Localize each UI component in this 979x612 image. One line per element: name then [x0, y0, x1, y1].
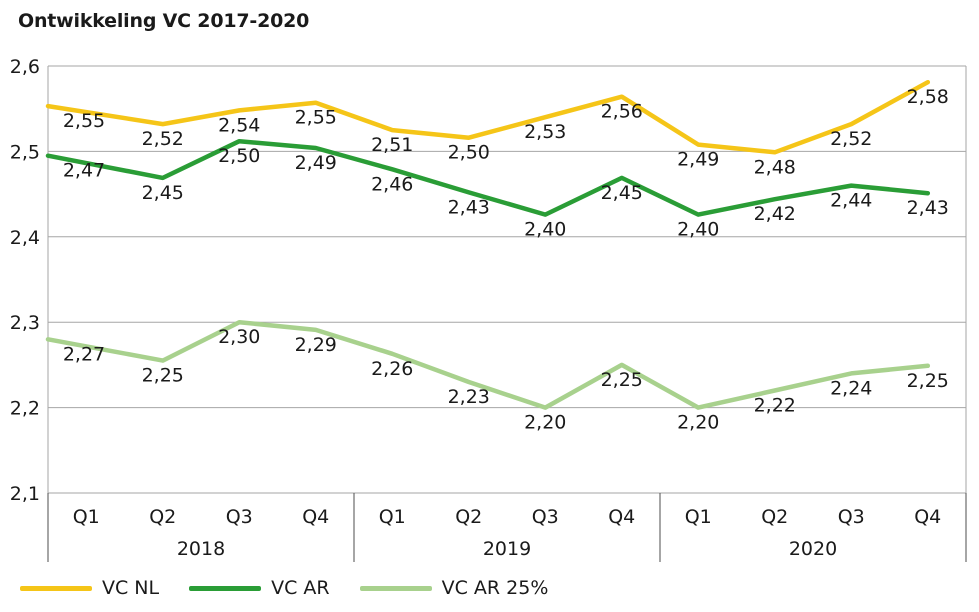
data-label: 2,55	[63, 110, 105, 132]
data-label: 2,27	[63, 343, 105, 365]
data-label: 2,25	[907, 370, 949, 392]
legend-swatch-vc-ar	[189, 585, 262, 591]
data-label: 2,24	[830, 377, 872, 399]
x-tick-label: Q1	[73, 506, 100, 528]
series-line	[45, 319, 931, 410]
y-tick-label: 2,4	[10, 227, 40, 249]
data-label: 2,56	[601, 101, 643, 123]
x-tick-label: Q4	[302, 506, 329, 528]
data-label: 2,43	[448, 196, 490, 218]
x-group-label: 2020	[789, 538, 837, 560]
data-label: 2,20	[524, 412, 566, 434]
y-tick-label: 2,3	[10, 312, 40, 334]
data-label: 2,40	[677, 219, 719, 241]
y-tick-label: 2,5	[10, 141, 40, 163]
x-tick-label: Q3	[226, 506, 253, 528]
y-tick-label: 2,2	[10, 398, 40, 420]
x-tick-label: Q2	[149, 506, 176, 528]
data-label: 2,48	[754, 156, 796, 178]
data-label: 2,40	[524, 219, 566, 241]
legend-swatch-vc-nl	[20, 585, 92, 591]
data-label: 2,46	[371, 173, 413, 195]
x-tick-label: Q4	[608, 506, 635, 528]
data-label: 2,47	[63, 160, 105, 182]
x-tick-label: Q3	[532, 506, 559, 528]
data-label: 2,26	[371, 358, 413, 380]
legend-label: VC AR	[271, 577, 330, 599]
data-label: 2,50	[448, 142, 490, 164]
data-label: 2,51	[371, 134, 413, 156]
legend-label: VC NL	[102, 577, 160, 599]
data-label: 2,53	[524, 121, 566, 143]
x-group-label: 2019	[483, 538, 531, 560]
line-chart: 2,1 2,2 2,3 2,4 2,5 2,6 Q1 Q2 Q3 Q4 Q1 Q2 Q3 Q4 Q1 Q2 Q3…	[10, 56, 967, 562]
chart-title: Ontwikkeling VC 2017-2020	[18, 10, 310, 32]
data-label: 2,20	[677, 412, 719, 434]
data-label: 2,42	[754, 203, 796, 225]
series-line	[45, 138, 931, 217]
x-tick-label: Q1	[685, 506, 712, 528]
x-tick-label: Q1	[379, 506, 406, 528]
data-label: 2,58	[907, 86, 949, 108]
y-tick-label: 2,6	[10, 56, 40, 78]
data-label: 2,30	[218, 326, 260, 348]
legend: VC NL VC AR VC AR 25%	[20, 577, 578, 599]
data-label: 2,25	[601, 369, 643, 391]
y-tick-label: 2,1	[10, 483, 40, 505]
data-label: 2,49	[677, 149, 719, 171]
data-label: 2,52	[142, 128, 184, 150]
legend-item-vc-ar[interactable]: VC AR	[189, 577, 330, 599]
data-label: 2,52	[830, 128, 872, 150]
legend-item-vc-nl[interactable]: VC NL	[20, 577, 159, 599]
x-tick-label: Q3	[838, 506, 865, 528]
x-tick-label: Q4	[914, 506, 941, 528]
x-group-label: 2018	[177, 538, 225, 560]
data-label: 2,55	[295, 107, 337, 129]
x-tick-label: Q2	[455, 506, 482, 528]
series-line	[45, 79, 931, 155]
legend-label: VC AR 25%	[441, 577, 549, 599]
legend-item-vc-ar-25[interactable]: VC AR 25%	[359, 577, 549, 599]
data-label: 2,44	[830, 190, 872, 212]
data-label: 2,50	[218, 145, 260, 167]
data-label: 2,45	[142, 182, 184, 204]
data-label: 2,54	[218, 114, 260, 136]
data-label: 2,29	[295, 334, 337, 356]
legend-swatch-vc-ar-25	[359, 585, 432, 591]
data-label: 2,45	[601, 182, 643, 204]
data-label: 2,43	[907, 197, 949, 219]
data-label: 2,23	[448, 386, 490, 408]
data-label: 2,49	[295, 152, 337, 174]
data-label: 2,22	[754, 395, 796, 417]
data-label: 2,25	[142, 365, 184, 387]
x-tick-label: Q2	[761, 506, 788, 528]
